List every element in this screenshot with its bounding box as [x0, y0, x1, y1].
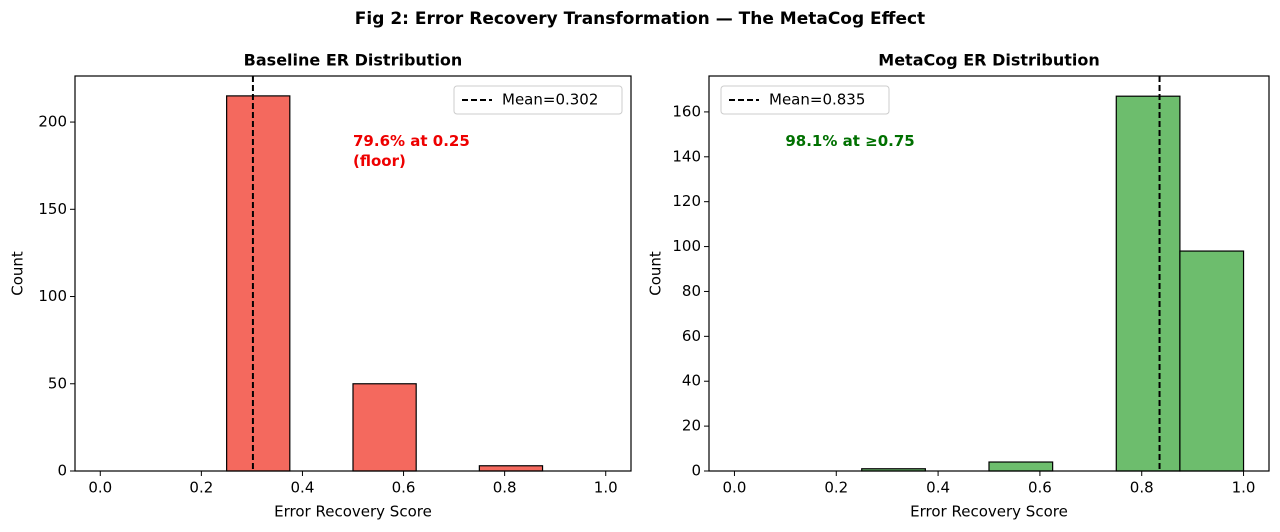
y-axis-label: Count	[647, 251, 665, 296]
y-tick-label: 140	[672, 147, 701, 165]
x-tick-label: 1.0	[594, 479, 618, 497]
annotation-line: 79.6% at 0.25	[353, 132, 470, 150]
y-tick-label: 40	[682, 372, 701, 390]
x-tick-label: 0.8	[1130, 479, 1154, 497]
annotation-line: 98.1% at ≥0.75	[785, 132, 914, 150]
x-tick-label: 0.4	[926, 479, 950, 497]
x-axis-label: Error Recovery Score	[274, 503, 432, 521]
x-tick-label: 0.8	[493, 479, 517, 497]
y-axis-label: Count	[9, 251, 27, 296]
y-tick-label: 50	[48, 374, 67, 392]
bar	[226, 95, 291, 472]
x-tick-label: 0.2	[824, 479, 848, 497]
x-tick-label: 0.6	[1028, 479, 1052, 497]
bar	[1115, 95, 1181, 472]
figure-title: Fig 2: Error Recovery Transformation — T…	[355, 9, 925, 29]
x-tick-label: 0.2	[189, 479, 213, 497]
y-tick-label: 20	[682, 417, 701, 435]
legend-label: Mean=0.835	[769, 91, 865, 109]
y-tick-label: 0	[691, 462, 701, 480]
annotation: 79.6% at 0.25 (floor)	[353, 132, 470, 170]
bar	[1179, 250, 1245, 472]
x-tick-label: 0.0	[88, 479, 112, 497]
annotation: 98.1% at ≥0.75	[785, 132, 914, 150]
annotation-line: (floor)	[353, 152, 406, 170]
y-tick-label: 60	[682, 327, 701, 345]
y-tick-label: 160	[672, 102, 701, 120]
x-tick-label: 0.4	[291, 479, 315, 497]
x-tick-label: 1.0	[1232, 479, 1256, 497]
y-tick-label: 150	[38, 200, 67, 218]
chart-title: Baseline ER Distribution	[244, 51, 463, 70]
y-tick-label: 200	[38, 113, 67, 131]
bar	[988, 461, 1054, 472]
y-tick-label: 0	[57, 462, 67, 480]
legend-label: Mean=0.302	[502, 91, 598, 109]
axes-frame	[708, 75, 1270, 472]
y-tick-label: 120	[672, 192, 701, 210]
axes-frame	[74, 75, 632, 472]
bar	[478, 465, 544, 472]
legend-box	[453, 85, 623, 115]
y-tick-label: 100	[38, 287, 67, 305]
y-tick-label: 80	[682, 282, 701, 300]
legend-box	[720, 85, 890, 115]
x-tick-label: 0.0	[723, 479, 747, 497]
x-tick-label: 0.6	[392, 479, 416, 497]
bar	[352, 383, 417, 472]
x-axis-label: Error Recovery Score	[910, 503, 1068, 521]
chart-title: MetaCog ER Distribution	[878, 51, 1099, 70]
y-tick-label: 100	[672, 237, 701, 255]
